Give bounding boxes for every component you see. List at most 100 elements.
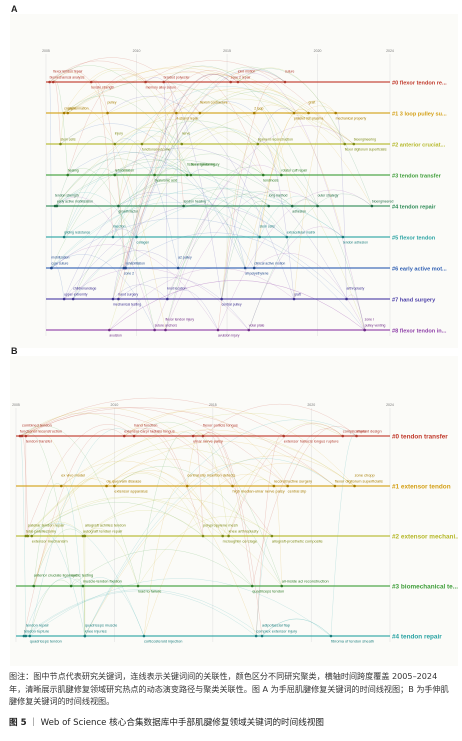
- link-arc: [63, 204, 287, 300]
- keyword-node: [53, 204, 57, 208]
- link-arc: [261, 618, 332, 637]
- keyword-label: hand surgery: [118, 293, 138, 297]
- keyword-label: growth factor: [118, 210, 138, 214]
- keyword-node: [180, 142, 184, 146]
- keyword-label: pulley: [108, 101, 117, 105]
- keyword-node: [176, 266, 180, 270]
- axis-tick-label: 2015: [223, 49, 231, 53]
- keyword-label: childrenandage: [73, 287, 96, 291]
- link-arc: [54, 98, 354, 207]
- cluster-label: #7 hand surgery: [392, 298, 436, 304]
- link-arc: [232, 462, 336, 487]
- keyword-node: [254, 634, 258, 638]
- link-arc: [19, 407, 335, 487]
- keyword-label: hyaluronic acid: [155, 179, 178, 183]
- keyword-node: [334, 111, 337, 115]
- keyword-label: combined tendon: [22, 423, 52, 428]
- keyword-label: braided polyester: [164, 76, 191, 80]
- link-arc: [167, 289, 219, 331]
- link-arc: [49, 65, 192, 176]
- keyword-node: [30, 534, 34, 538]
- cluster-label: #1 extensor tendon: [392, 484, 451, 491]
- keyword-label: tendon adhesion: [343, 241, 368, 245]
- keyword-node: [59, 142, 62, 146]
- keyword-node: [122, 434, 126, 438]
- link-arc: [82, 527, 139, 587]
- keyword-node: [135, 235, 138, 239]
- keyword-label: tendon strength: [55, 194, 79, 198]
- link-arc: [109, 280, 365, 331]
- link-arc: [217, 189, 373, 331]
- keyword-label: central slip: [288, 489, 307, 494]
- keyword-label: allograft achilles tendon: [85, 523, 126, 528]
- keyword-node: [26, 534, 30, 538]
- keyword-node: [355, 434, 358, 438]
- keyword-node: [24, 434, 28, 438]
- keyword-node: [258, 235, 261, 239]
- link-arc: [53, 72, 108, 114]
- link-arc: [61, 429, 355, 487]
- keyword-node: [292, 111, 296, 115]
- link-arc: [70, 578, 84, 587]
- axis-tick-label: 2015: [209, 403, 217, 407]
- keyword-label: extensor apparatus: [114, 489, 147, 494]
- keyword-node: [162, 80, 165, 84]
- keyword-node: [220, 297, 223, 301]
- keyword-node: [175, 111, 178, 115]
- keyword-label: avulsion injury: [218, 334, 240, 338]
- link-arc: [67, 65, 309, 114]
- keyword-node: [272, 484, 276, 488]
- keyword-node: [329, 634, 333, 638]
- panel-b-letter: B: [11, 346, 18, 356]
- keyword-node: [250, 584, 254, 588]
- keyword-node: [18, 434, 22, 438]
- keyword-label: early active mobilization: [57, 200, 93, 204]
- keyword-label: healing: [68, 169, 79, 173]
- chart-background: [10, 14, 458, 348]
- keyword-node: [66, 111, 70, 115]
- link-arc: [254, 104, 344, 238]
- keyword-label: autograft tendon repair: [83, 529, 123, 534]
- keyword-label: all polyethylene: [245, 272, 268, 276]
- link-arc: [154, 109, 177, 176]
- keyword-node: [341, 235, 345, 239]
- keyword-node: [89, 80, 93, 84]
- link-arc: [118, 277, 249, 331]
- link-arc: [54, 152, 191, 207]
- keyword-label: cyclic testing: [71, 573, 93, 578]
- link-arc: [141, 120, 282, 176]
- link-arc: [114, 127, 182, 145]
- keyword-label: tensile strength: [91, 86, 114, 90]
- keyword-node: [252, 266, 256, 270]
- link-arc: [114, 171, 137, 238]
- keyword-node: [83, 634, 87, 638]
- keyword-node: [363, 328, 366, 332]
- keyword-label: flexor tendon injury: [191, 163, 220, 167]
- link-arc: [61, 460, 229, 537]
- link-arc: [255, 434, 284, 637]
- figure-title: 图 5 ｜ Web of Science 核心合集数据库中手部肌腱修复领域关键词…: [9, 716, 455, 728]
- link-arc: [106, 458, 233, 487]
- keyword-label: tendon rupture: [24, 629, 49, 634]
- link-arc: [261, 618, 332, 637]
- cluster-label: #1 3 loop pulley su...: [392, 112, 447, 118]
- link-arc: [25, 412, 273, 537]
- link-arc: [53, 80, 61, 145]
- keyword-label: knee injuries: [85, 629, 107, 634]
- keyword-node: [122, 266, 126, 270]
- link-arc: [109, 280, 365, 331]
- keyword-label: mobilization: [51, 256, 69, 260]
- keyword-node: [280, 173, 283, 177]
- keyword-node: [185, 173, 189, 177]
- link-arc: [19, 397, 284, 437]
- keyword-node: [247, 328, 251, 332]
- keyword-label: flexor pollicis longus: [203, 423, 238, 428]
- keyword-node: [267, 204, 270, 208]
- keyword-node: [285, 235, 289, 239]
- keyword-label: graft: [294, 293, 301, 297]
- keyword-node: [292, 297, 296, 301]
- link-arc: [72, 153, 264, 300]
- keyword-label: hand function: [134, 423, 157, 428]
- keyword-label: ligament reconstruction: [258, 138, 293, 142]
- link-arc: [254, 253, 365, 331]
